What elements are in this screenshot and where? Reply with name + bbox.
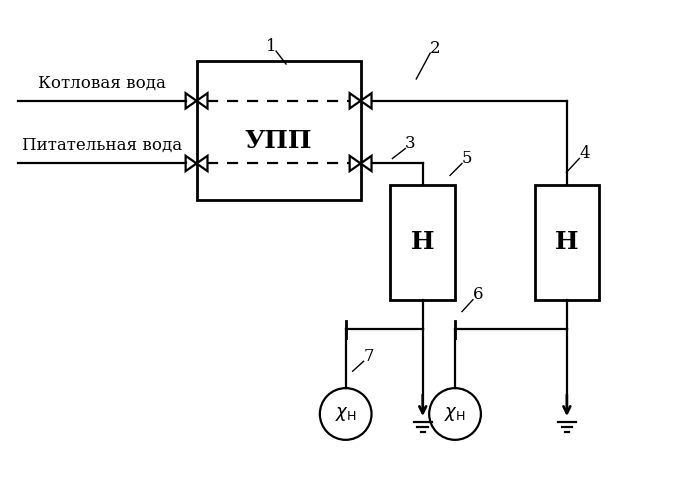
Text: 7: 7 [363,348,374,365]
Text: 3: 3 [405,135,416,152]
Text: Н: Н [411,230,435,255]
Polygon shape [361,93,372,109]
Text: Котловая вода: Котловая вода [38,74,166,91]
Text: Н: Н [555,230,579,255]
Text: $\chi_{\rm H}$: $\chi_{\rm H}$ [335,405,356,423]
Circle shape [320,388,372,440]
Circle shape [429,388,481,440]
Text: УПП: УПП [245,128,312,153]
Text: Питательная вода: Питательная вода [22,137,182,154]
Bar [196,61,361,200]
Bar [391,185,455,299]
Text: 2: 2 [430,40,440,57]
Polygon shape [196,156,208,171]
Polygon shape [196,93,208,109]
Text: 4: 4 [579,145,589,162]
Text: $\chi_{\rm H}$: $\chi_{\rm H}$ [444,405,466,423]
Polygon shape [186,93,196,109]
Text: 5: 5 [462,150,473,167]
Polygon shape [350,93,361,109]
Text: 6: 6 [473,286,483,303]
Polygon shape [350,156,361,171]
Text: 1: 1 [266,38,276,55]
Polygon shape [186,156,196,171]
Polygon shape [361,156,372,171]
Bar [535,185,599,299]
